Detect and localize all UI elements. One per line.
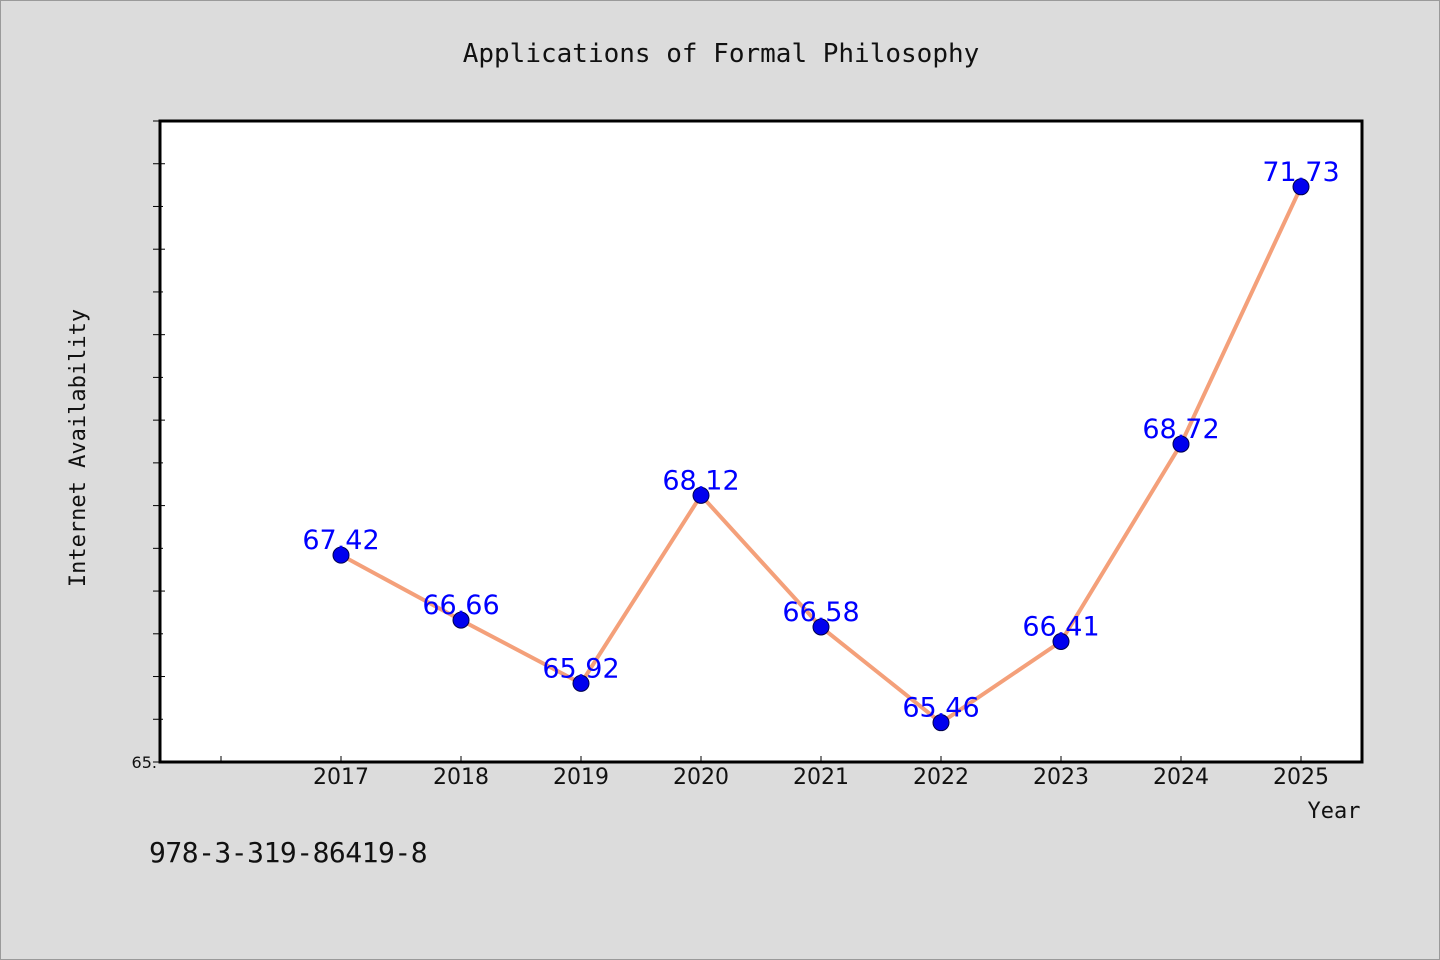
chart-title: Applications of Formal Philosophy <box>463 39 980 69</box>
data-point <box>332 546 350 564</box>
data-point <box>452 611 470 629</box>
x-tick-label: 2017 <box>313 765 369 790</box>
data-point <box>1172 435 1190 453</box>
data-point <box>932 714 950 732</box>
x-tick-label: 2025 <box>1273 765 1329 790</box>
x-axis-label: Year <box>1308 799 1361 824</box>
data-point <box>692 486 710 504</box>
x-tick-label: 2022 <box>913 765 969 790</box>
y-axis-label: Internet Availability <box>66 309 91 587</box>
x-tick-label: 2024 <box>1153 765 1209 790</box>
x-axis-ticks: 2017 2018 2019 2020 2021 2022 2023 2024 2025 <box>220 756 1329 790</box>
data-point <box>1292 178 1310 196</box>
x-tick-label: 2018 <box>433 765 489 790</box>
data-label: 68.72 <box>1142 414 1219 445</box>
data-label: 66.58 <box>782 597 859 628</box>
y-axis-ticks <box>153 120 165 763</box>
data-label: 65.92 <box>542 653 619 684</box>
data-label: 66.66 <box>422 590 499 621</box>
data-label: 68.12 <box>662 465 739 496</box>
x-tick-label: 2020 <box>673 765 729 790</box>
x-tick-label: 2023 <box>1033 765 1089 790</box>
data-label: 67.42 <box>302 525 379 556</box>
plot-area <box>158 119 1364 764</box>
y-tick-label: 65. <box>132 753 157 772</box>
series-layer: 67.42 66.66 65.92 68.12 66.58 65.46 66.41 68.72… <box>302 157 1340 732</box>
data-point <box>812 618 830 636</box>
x-tick-label: 2019 <box>553 765 609 790</box>
data-label: 71.73 <box>1262 157 1339 188</box>
data-label: 66.41 <box>1022 611 1099 642</box>
x-tick-label: 2021 <box>793 765 849 790</box>
data-point <box>572 674 590 692</box>
isbn-code: 978-3-319-86419-8 <box>149 836 428 869</box>
data-point <box>1052 632 1070 650</box>
data-label: 65.46 <box>902 693 979 724</box>
